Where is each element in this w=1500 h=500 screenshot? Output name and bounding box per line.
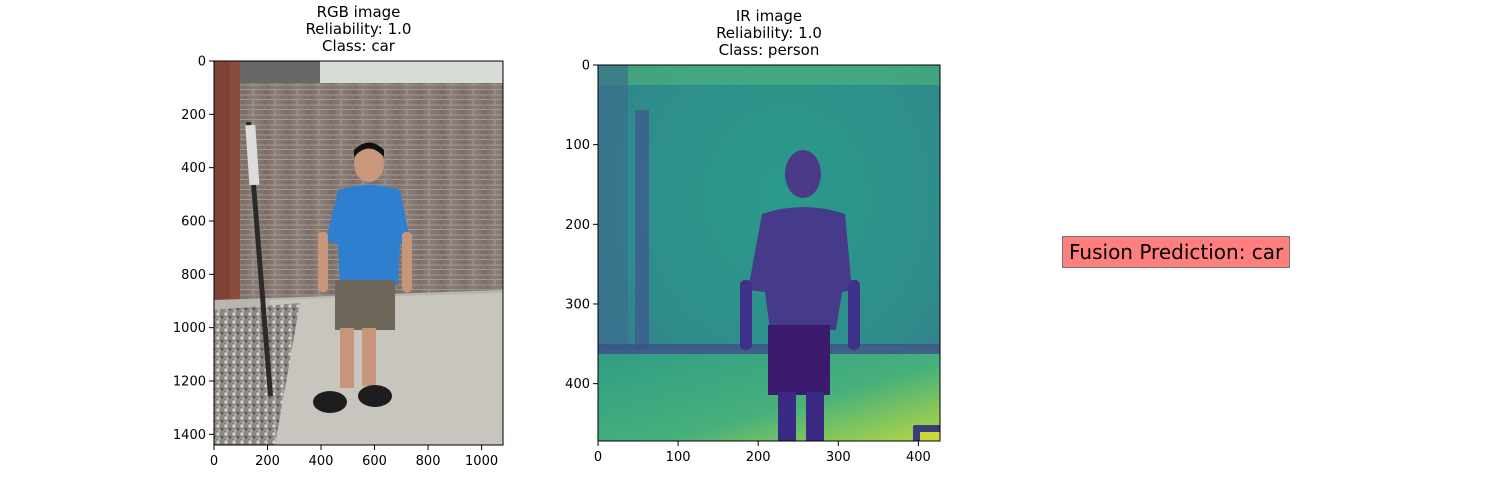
rgb-panel: RGB image Reliability: 1.0 Class: car [173, 3, 504, 469]
ir-person-silhouette [740, 150, 860, 441]
ir-x-tick-label: 400 [906, 450, 931, 465]
ir-y-tick-label: 300 [565, 297, 590, 312]
ir-y-tick-label: 0 [582, 59, 590, 74]
ir-title-line-3: Class: person [719, 41, 820, 59]
rgb-y-tick-label: 1200 [173, 375, 206, 390]
rgb-y-tick-label: 200 [181, 108, 206, 123]
ir-y-axis: 0 100 200 300 400 [565, 59, 598, 392]
rgb-x-tick-label: 400 [309, 454, 334, 469]
rgb-y-tick-label: 1000 [173, 321, 206, 336]
ir-x-tick-label: 200 [746, 450, 771, 465]
fusion-prediction-label: Fusion Prediction: car [1062, 236, 1291, 268]
rgb-y-axis: 0 200 400 600 800 1000 1200 1400 [173, 55, 214, 443]
ir-y-tick-label: 100 [565, 138, 590, 153]
rgb-y-tick-label: 0 [198, 55, 206, 70]
person-figure [313, 142, 412, 413]
rgb-y-tick-label: 800 [181, 268, 206, 283]
rgb-x-axis: 0 200 400 600 800 1000 [210, 445, 498, 469]
rgb-y-tick-label: 1400 [173, 428, 206, 443]
rgb-title: RGB image Reliability: 1.0 Class: car [306, 3, 412, 55]
ir-title-line-2: Reliability: 1.0 [716, 24, 822, 42]
rgb-title-line-1: RGB image [317, 3, 401, 21]
rgb-title-line-2: Reliability: 1.0 [306, 20, 412, 38]
rgb-axes-frame [213, 60, 504, 446]
ir-title-line-1: IR image [736, 7, 802, 25]
ir-heatmap-image [598, 65, 940, 441]
ir-x-tick-label: 300 [826, 450, 851, 465]
rgb-x-tick-label: 0 [210, 454, 218, 469]
rgb-title-line-3: Class: car [322, 37, 396, 55]
ir-y-tick-label: 200 [565, 218, 590, 233]
rgb-x-tick-label: 600 [362, 454, 387, 469]
ir-title: IR image Reliability: 1.0 Class: person [716, 7, 822, 59]
ir-x-axis: 0 100 200 300 400 [594, 441, 931, 465]
ir-x-tick-label: 100 [666, 450, 691, 465]
rgb-x-tick-label: 800 [416, 454, 441, 469]
ir-panel: IR image Reliability: 1.0 Class: person [565, 7, 941, 465]
rgb-x-tick-label: 200 [255, 454, 280, 469]
ir-x-tick-label: 0 [594, 450, 602, 465]
rgb-x-tick-label: 1000 [465, 454, 498, 469]
rgb-photo [214, 61, 503, 445]
ir-y-tick-label: 400 [565, 377, 590, 392]
ir-axes-frame [597, 64, 941, 442]
rgb-y-tick-label: 600 [181, 215, 206, 230]
rgb-y-tick-label: 400 [181, 161, 206, 176]
